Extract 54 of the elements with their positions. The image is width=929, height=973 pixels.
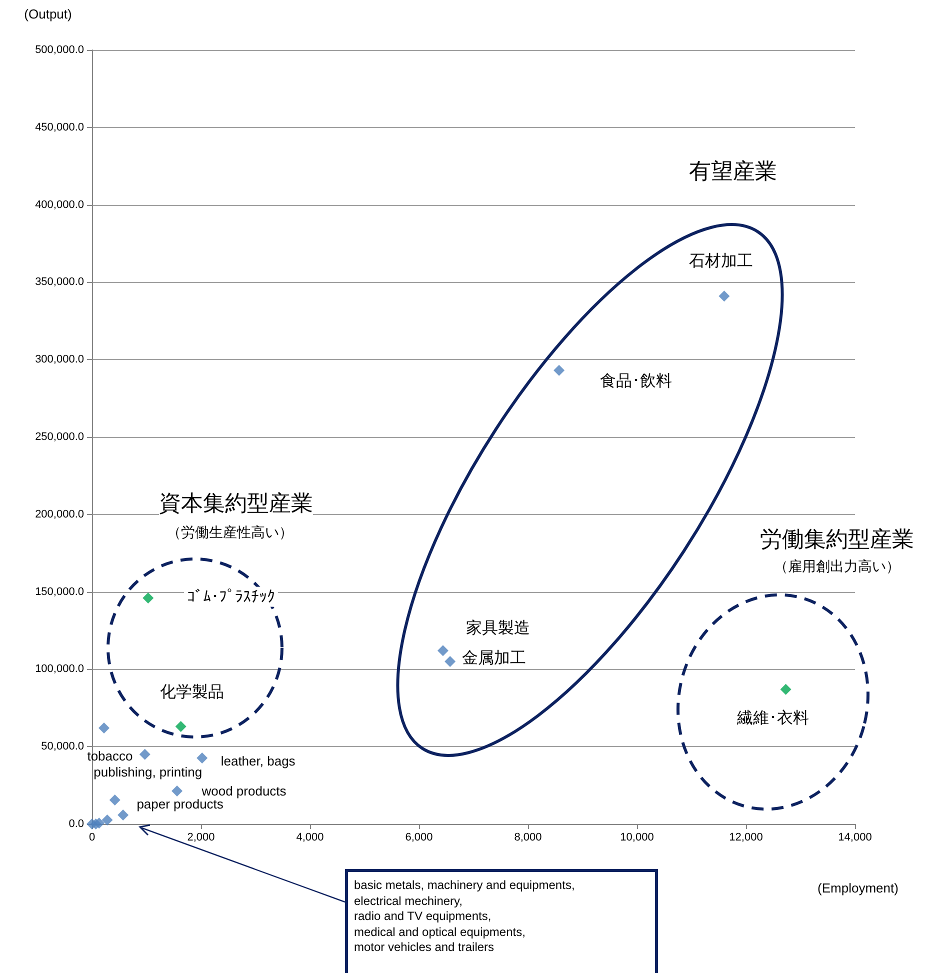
y-tick-label: 300,000.0 <box>35 354 84 366</box>
x-axis-title: (Employment) <box>818 880 898 896</box>
annotation: 化学製品 <box>156 682 227 703</box>
annotation: publishing, printing <box>94 764 202 781</box>
point <box>118 810 129 821</box>
annotation: 繊維･衣料 <box>734 708 812 729</box>
y-tick-label: 0.0 <box>68 818 84 830</box>
annotation: 家具製造 <box>462 617 533 638</box>
x-tick-label: 6,000 <box>405 832 433 844</box>
x-tick-label: 8,000 <box>514 832 542 844</box>
point <box>139 748 150 760</box>
y-tick-label: 200,000.0 <box>35 508 84 520</box>
point <box>718 290 730 302</box>
point <box>94 818 105 829</box>
point <box>444 656 456 667</box>
point <box>780 684 792 695</box>
y-tick-label: 100,000.0 <box>35 663 84 676</box>
y-tick-label: 250,000.0 <box>35 431 84 443</box>
y-tick-label: 500,000.0 <box>35 44 84 56</box>
annotation: 有望産業 <box>689 159 777 185</box>
annotation: （雇用創出力高い） <box>774 558 900 576</box>
annotation: 労働集約型産業 <box>760 527 914 553</box>
annotation: ｺﾞﾑ･ﾌﾟﾗｽﾁｯｸ <box>184 586 278 608</box>
point <box>98 722 110 734</box>
point <box>196 752 208 764</box>
y-tick-label: 450,000.0 <box>35 121 84 134</box>
y-axis-title: (Output) <box>24 6 72 22</box>
annotation: leather, bags <box>220 754 296 770</box>
point <box>175 720 186 732</box>
annotation: tobacco <box>87 748 133 764</box>
x-tick-label: 4,000 <box>296 832 324 844</box>
point <box>142 592 154 604</box>
annotation: 石材加工 <box>686 250 756 272</box>
y-tick-label: 150,000.0 <box>35 586 84 598</box>
point <box>172 786 183 797</box>
x-tick-label: 10,000 <box>620 832 654 844</box>
y-tick-label: 50,000.0 <box>41 740 84 753</box>
point <box>554 364 565 376</box>
point <box>109 794 120 806</box>
note-box: basic metals, machinery and equipments, electrical mechinery, radio and TV equipments, medical and optical equipments, motor vehicles and trailers <box>345 869 658 973</box>
annotation: 資本集約型産業 <box>159 491 313 517</box>
annotation: paper products <box>136 796 224 812</box>
x-tick-label: 12,000 <box>729 832 763 844</box>
annotation: 食品･飲料 <box>597 371 676 392</box>
x-tick-label: 2,000 <box>187 832 215 844</box>
annotation: 金属加工 <box>459 648 530 669</box>
x-tick-label: 14,000 <box>838 832 872 844</box>
annotation: wood products <box>202 784 286 799</box>
annotation: （労働生産性高い） <box>167 524 293 542</box>
y-tick-label: 400,000.0 <box>35 198 84 211</box>
point <box>437 645 448 656</box>
x-tick-label: 0 <box>88 832 96 844</box>
point <box>102 814 113 826</box>
y-tick-label: 350,000.0 <box>35 276 84 288</box>
